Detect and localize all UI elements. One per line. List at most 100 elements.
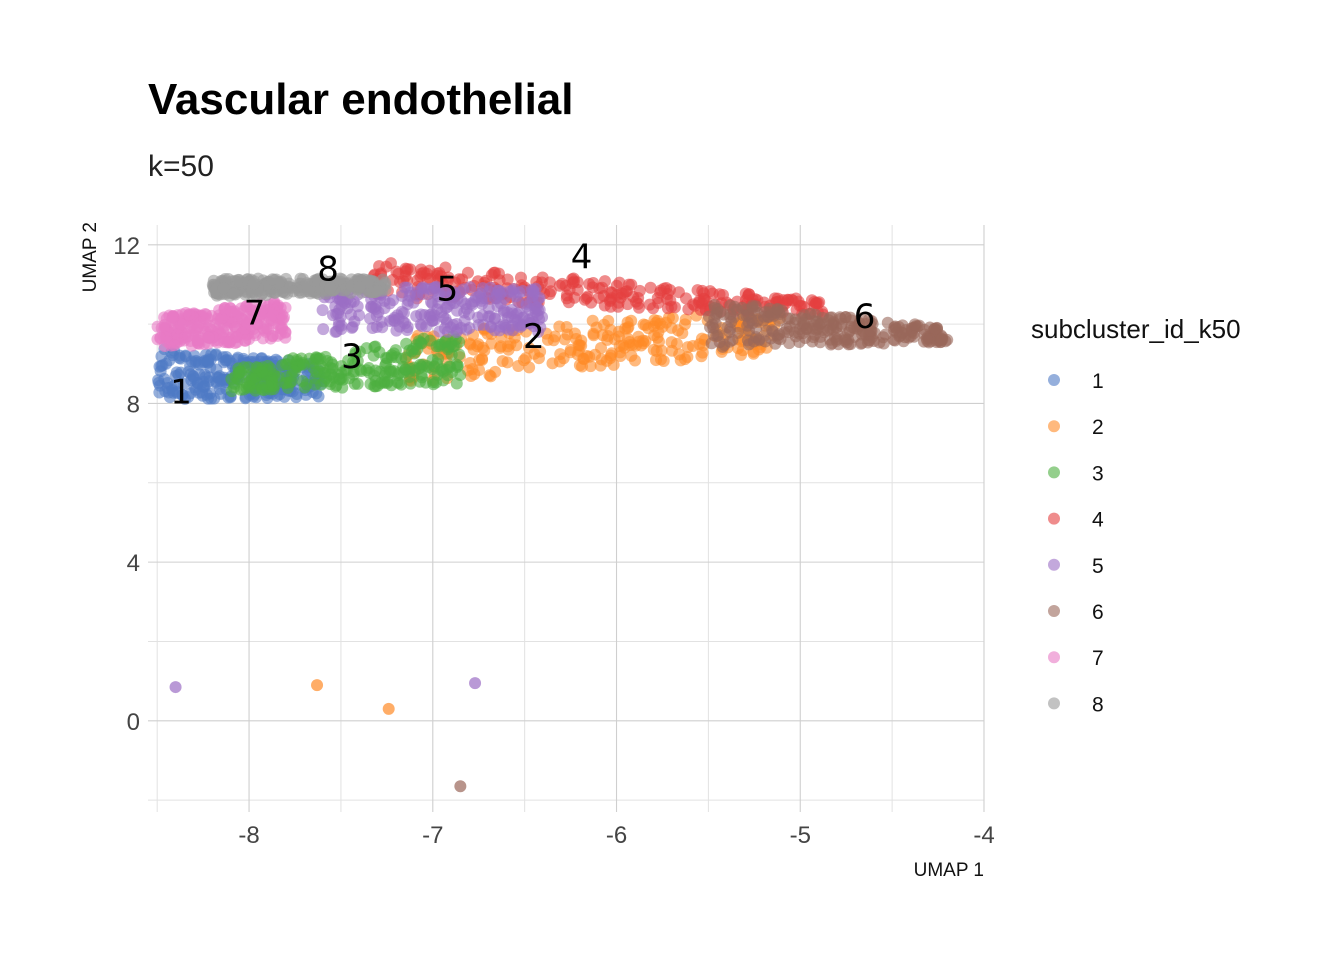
data-point — [629, 354, 642, 367]
data-point — [812, 318, 825, 331]
data-point — [522, 341, 535, 354]
x-tick-label: -5 — [790, 822, 811, 849]
y-tick-label: 4 — [127, 550, 140, 577]
legend-swatch — [1048, 697, 1060, 710]
data-point — [506, 284, 519, 297]
data-point — [706, 287, 719, 300]
data-point — [484, 321, 497, 334]
data-point — [166, 311, 179, 324]
data-point — [369, 300, 382, 313]
data-point — [297, 358, 310, 371]
data-point — [217, 282, 230, 295]
y-axis-title: UMAP 2 — [80, 222, 101, 292]
data-point — [444, 321, 457, 334]
data-point — [666, 312, 679, 325]
data-point — [244, 313, 257, 326]
data-point — [881, 316, 894, 329]
legend-swatch — [1048, 558, 1060, 571]
data-point — [382, 702, 395, 715]
legend-label: 2 — [1092, 416, 1104, 439]
data-point — [154, 331, 167, 344]
data-point — [648, 314, 661, 327]
data-point — [708, 302, 721, 315]
legend-swatch — [1048, 466, 1060, 479]
data-point — [183, 308, 196, 321]
data-point — [824, 338, 837, 351]
data-point — [463, 322, 476, 335]
data-point — [314, 352, 327, 365]
data-point — [272, 370, 285, 383]
data-point — [353, 281, 366, 294]
data-point — [485, 337, 498, 350]
data-point — [688, 299, 701, 312]
data-point — [198, 312, 211, 325]
data-point — [844, 311, 857, 324]
data-point — [250, 361, 263, 374]
data-point — [650, 354, 663, 367]
data-point — [227, 287, 240, 300]
chart-title: Vascular endothelial — [148, 75, 574, 124]
data-point — [506, 319, 519, 332]
data-point — [723, 335, 736, 348]
data-point — [247, 277, 260, 290]
data-point — [178, 392, 191, 405]
data-point — [760, 324, 773, 337]
data-point — [407, 342, 420, 355]
data-point — [679, 292, 692, 305]
data-point — [814, 336, 827, 349]
series-3 — [225, 330, 467, 398]
data-point — [838, 334, 851, 347]
data-point — [395, 305, 408, 318]
data-point — [639, 319, 652, 332]
data-point — [702, 310, 715, 323]
data-point — [723, 326, 736, 339]
data-point — [918, 323, 931, 336]
data-point — [501, 273, 514, 286]
data-point — [672, 324, 685, 337]
data-point — [210, 377, 223, 390]
series-8 — [206, 272, 392, 302]
data-point — [246, 286, 259, 299]
data-point — [403, 289, 416, 302]
data-point — [351, 354, 364, 367]
data-point — [665, 336, 678, 349]
cluster-annotations: 1 2 3 4 5 6 7 8 — [170, 238, 875, 413]
data-point — [864, 324, 877, 337]
chart-subtitle: k=50 — [148, 150, 214, 183]
data-point — [428, 360, 441, 373]
cluster-label: 1 — [170, 373, 192, 413]
data-point — [810, 296, 823, 309]
data-point — [276, 323, 289, 336]
data-point — [835, 317, 848, 330]
data-point — [867, 335, 880, 348]
data-point — [724, 299, 737, 312]
data-point — [435, 270, 448, 283]
data-point — [324, 282, 337, 295]
data-point — [374, 377, 387, 390]
data-point — [637, 337, 650, 350]
data-point — [169, 681, 182, 694]
data-point — [214, 387, 227, 400]
data-point — [496, 355, 509, 368]
data-point — [464, 281, 477, 294]
data-point — [461, 266, 474, 279]
data-point — [417, 281, 430, 294]
data-point — [592, 291, 605, 304]
data-point — [619, 285, 632, 298]
data-point — [488, 312, 501, 325]
data-point — [441, 341, 454, 354]
data-point — [553, 355, 566, 368]
data-point — [524, 317, 537, 330]
data-point — [695, 350, 708, 363]
data-point — [570, 333, 583, 346]
data-point — [189, 330, 202, 343]
data-point — [399, 363, 412, 376]
data-point — [830, 327, 843, 340]
data-point — [243, 299, 256, 312]
data-point — [223, 336, 236, 349]
data-point — [324, 378, 337, 391]
data-point — [430, 376, 443, 389]
data-point — [553, 279, 566, 292]
legend-swatch — [1048, 374, 1060, 386]
data-point — [206, 331, 219, 344]
